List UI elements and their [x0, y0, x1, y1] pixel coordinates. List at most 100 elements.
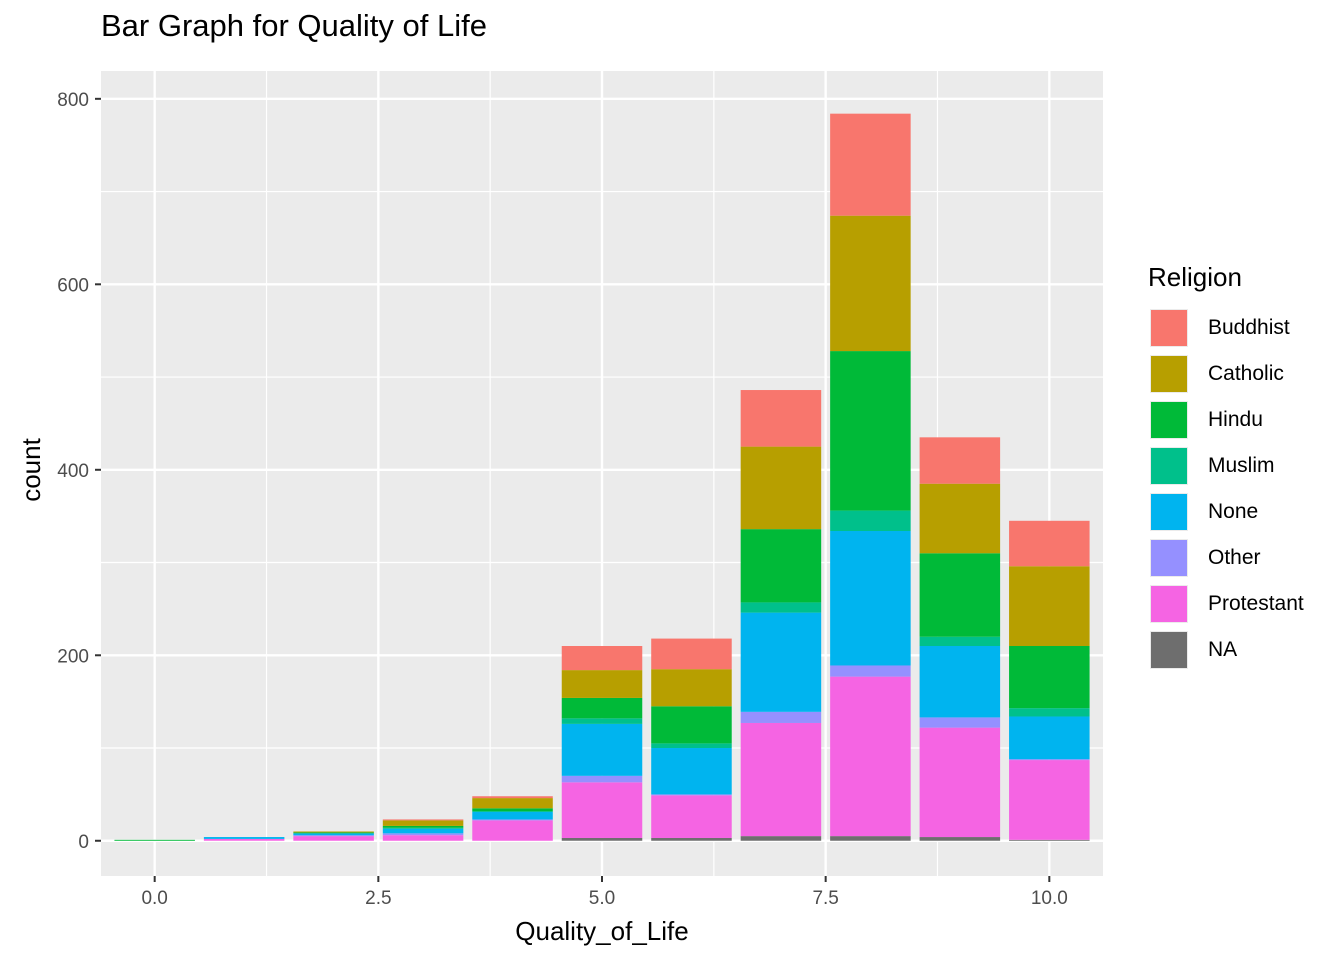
bar-segment-hindu	[830, 351, 911, 511]
bar-segment-catholic	[1009, 566, 1090, 646]
legend-key	[1148, 537, 1190, 579]
bar-segment-none	[472, 812, 553, 820]
bar-segment-na	[740, 836, 822, 841]
bar-segment-other	[830, 665, 911, 677]
y-tick-label: 600	[57, 275, 89, 296]
legend-item: Protestant	[1148, 581, 1304, 627]
legend-label: NA	[1208, 638, 1238, 661]
bar-segment-catholic	[472, 798, 553, 809]
bar-segment-catholic	[919, 483, 1001, 554]
bar-segment-other	[293, 835, 374, 837]
bar-segment-buddhist	[472, 796, 553, 799]
bar-segment-protestant	[293, 836, 374, 841]
bar-segment-muslim	[830, 510, 911, 531]
legend-label: Muslim	[1208, 454, 1275, 477]
bar-segment-hindu	[1009, 646, 1090, 709]
bar-segment-buddhist	[740, 390, 822, 447]
bar-segment-catholic	[293, 831, 374, 833]
legend-key	[1148, 445, 1190, 487]
bar-segment-buddhist	[561, 646, 643, 671]
legend-swatch	[1151, 494, 1187, 530]
legend-key	[1148, 353, 1190, 395]
bar-segment-other	[740, 711, 822, 723]
bar-segment-buddhist	[382, 819, 464, 821]
legend-item: NA	[1148, 627, 1304, 673]
bar-segment-none	[651, 748, 732, 795]
bar-segment-muslim	[472, 811, 553, 813]
legend-key	[1148, 491, 1190, 533]
legend-item: None	[1148, 489, 1304, 535]
bar-segment-hindu	[293, 832, 374, 834]
legend-key	[1148, 307, 1190, 349]
bar-segment-protestant	[651, 795, 732, 838]
bar-segment-muslim	[919, 636, 1001, 646]
bar-segment-hindu	[740, 529, 822, 603]
bar-segment-muslim	[651, 743, 732, 749]
bar-segment-none	[382, 828, 464, 834]
x-tick-label: 0.0	[141, 888, 167, 909]
bar-segment-muslim	[1009, 708, 1090, 717]
legend-label: None	[1208, 500, 1259, 523]
bar-segment-catholic	[651, 669, 732, 707]
bar-segment-hindu	[561, 697, 643, 719]
bar-segment-hindu	[472, 808, 553, 812]
bar-segment-other	[1009, 759, 1090, 761]
bar-segment-catholic	[830, 215, 911, 352]
legend-label: Hindu	[1208, 408, 1263, 431]
bar-segment-protestant	[472, 820, 553, 841]
bar-segment-protestant	[1009, 760, 1090, 840]
bar-segment-catholic	[740, 446, 822, 530]
y-tick-label: 0	[78, 832, 89, 853]
bar-segment-other	[919, 717, 1001, 728]
bar-segment-buddhist	[919, 437, 1001, 484]
legend-item: Muslim	[1148, 443, 1304, 489]
y-tick-label: 400	[57, 461, 89, 482]
x-tick-label: 2.5	[365, 888, 391, 909]
legend-swatch	[1151, 540, 1187, 576]
bar-segment-other	[561, 775, 643, 783]
chart-title: Bar Graph for Quality of Life	[101, 8, 487, 43]
bar-segment-protestant	[561, 782, 643, 838]
bar-segment-protestant	[382, 835, 464, 841]
legend-swatch	[1151, 586, 1187, 622]
bar-segment-na	[651, 837, 732, 841]
y-tick-label: 800	[57, 90, 89, 111]
bar-segment-none	[561, 723, 643, 776]
bar-segment-buddhist	[830, 113, 911, 216]
legend-item: Buddhist	[1148, 305, 1304, 351]
bar-segment-none	[203, 837, 285, 839]
legend-item: Catholic	[1148, 351, 1304, 397]
bar-segment-catholic	[382, 820, 464, 826]
legend-swatch	[1151, 632, 1187, 668]
bar-segment-hindu	[651, 706, 732, 744]
legend-key	[1148, 399, 1190, 441]
bar-segment-none	[830, 531, 911, 666]
bar-segment-other	[651, 794, 732, 796]
legend-key	[1148, 583, 1190, 625]
bar-segment-buddhist	[651, 638, 732, 670]
legend-swatch	[1151, 310, 1187, 346]
y-tick-label: 200	[57, 646, 89, 667]
bar-segment-protestant	[919, 727, 1001, 838]
bar-segment-catholic	[561, 670, 643, 698]
legend-title: Religion	[1148, 262, 1242, 292]
bars	[114, 113, 1090, 841]
bar-segment-hindu	[114, 839, 195, 841]
legend-items: Buddhist Catholic Hindu Muslim None Other Prot…	[1148, 305, 1304, 673]
bar-segment-hindu	[382, 825, 464, 828]
bar-segment-na	[830, 836, 911, 841]
y-axis-label: count	[16, 437, 46, 501]
legend-key	[1148, 629, 1190, 671]
legend-swatch	[1151, 356, 1187, 392]
bar-segment-muslim	[382, 827, 464, 829]
bar-segment-none	[919, 646, 1001, 718]
legend-label: Catholic	[1208, 362, 1284, 385]
bar-segment-na	[561, 837, 643, 841]
bar-segment-na	[919, 837, 1001, 841]
bar-segment-protestant	[830, 676, 911, 837]
bar-segment-other	[382, 833, 464, 836]
x-tick-label: 5.0	[589, 888, 615, 909]
legend-item: Hindu	[1148, 397, 1304, 443]
bar-segment-other	[472, 819, 553, 821]
